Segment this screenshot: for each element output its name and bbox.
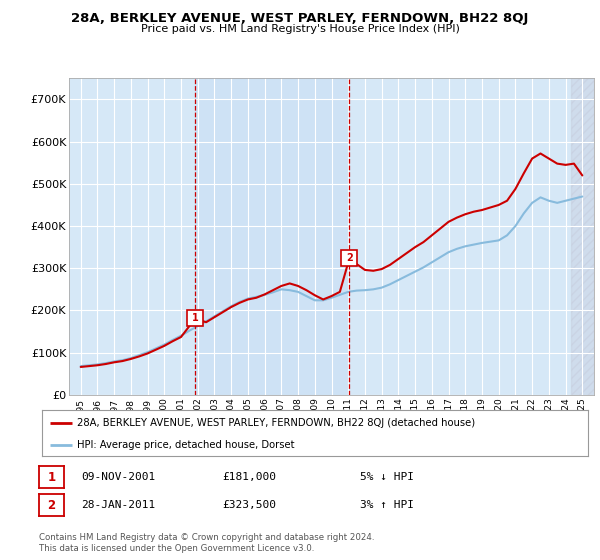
Bar bbox=[195, 78, 349, 395]
Text: Contains HM Land Registry data © Crown copyright and database right 2024.
This d: Contains HM Land Registry data © Crown c… bbox=[39, 533, 374, 553]
Text: HPI: Average price, detached house, Dorset: HPI: Average price, detached house, Dors… bbox=[77, 440, 295, 450]
Text: 28-JAN-2011: 28-JAN-2011 bbox=[81, 500, 155, 510]
Text: 2: 2 bbox=[346, 253, 353, 263]
Text: 1: 1 bbox=[47, 470, 56, 484]
Text: £323,500: £323,500 bbox=[222, 500, 276, 510]
Text: 28A, BERKLEY AVENUE, WEST PARLEY, FERNDOWN, BH22 8QJ (detached house): 28A, BERKLEY AVENUE, WEST PARLEY, FERNDO… bbox=[77, 418, 476, 428]
Text: 28A, BERKLEY AVENUE, WEST PARLEY, FERNDOWN, BH22 8QJ: 28A, BERKLEY AVENUE, WEST PARLEY, FERNDO… bbox=[71, 12, 529, 25]
Text: 2: 2 bbox=[47, 498, 56, 512]
Text: 5% ↓ HPI: 5% ↓ HPI bbox=[360, 472, 414, 482]
Text: 1: 1 bbox=[192, 314, 199, 324]
Text: Price paid vs. HM Land Registry's House Price Index (HPI): Price paid vs. HM Land Registry's House … bbox=[140, 24, 460, 34]
Bar bbox=[571, 78, 594, 395]
Text: £181,000: £181,000 bbox=[222, 472, 276, 482]
Text: 09-NOV-2001: 09-NOV-2001 bbox=[81, 472, 155, 482]
Text: 3% ↑ HPI: 3% ↑ HPI bbox=[360, 500, 414, 510]
